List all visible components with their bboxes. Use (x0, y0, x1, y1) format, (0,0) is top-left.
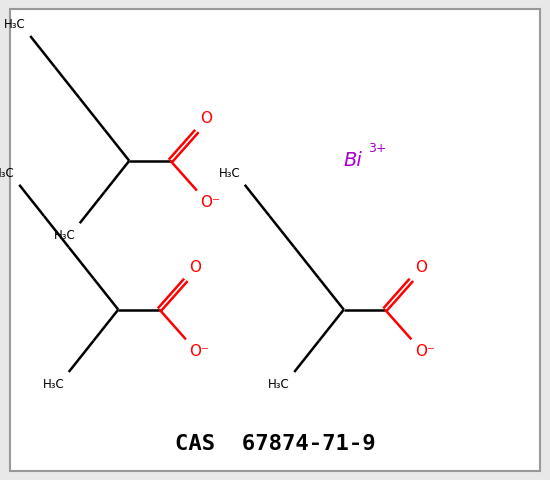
Text: 3+: 3+ (368, 142, 387, 156)
Text: O⁻: O⁻ (415, 344, 434, 359)
Text: CAS  67874-71-9: CAS 67874-71-9 (175, 434, 375, 454)
Text: H₃C: H₃C (0, 167, 15, 180)
Text: O: O (189, 260, 201, 275)
Text: O⁻: O⁻ (200, 195, 220, 210)
Text: O: O (415, 260, 427, 275)
Text: O⁻: O⁻ (189, 344, 209, 359)
Text: H₃C: H₃C (218, 167, 240, 180)
Text: O: O (200, 111, 212, 126)
Text: H₃C: H₃C (268, 378, 290, 391)
Text: Bi: Bi (344, 151, 362, 170)
Text: H₃C: H₃C (53, 229, 75, 242)
Text: H₃C: H₃C (4, 18, 26, 31)
Text: H₃C: H₃C (42, 378, 64, 391)
